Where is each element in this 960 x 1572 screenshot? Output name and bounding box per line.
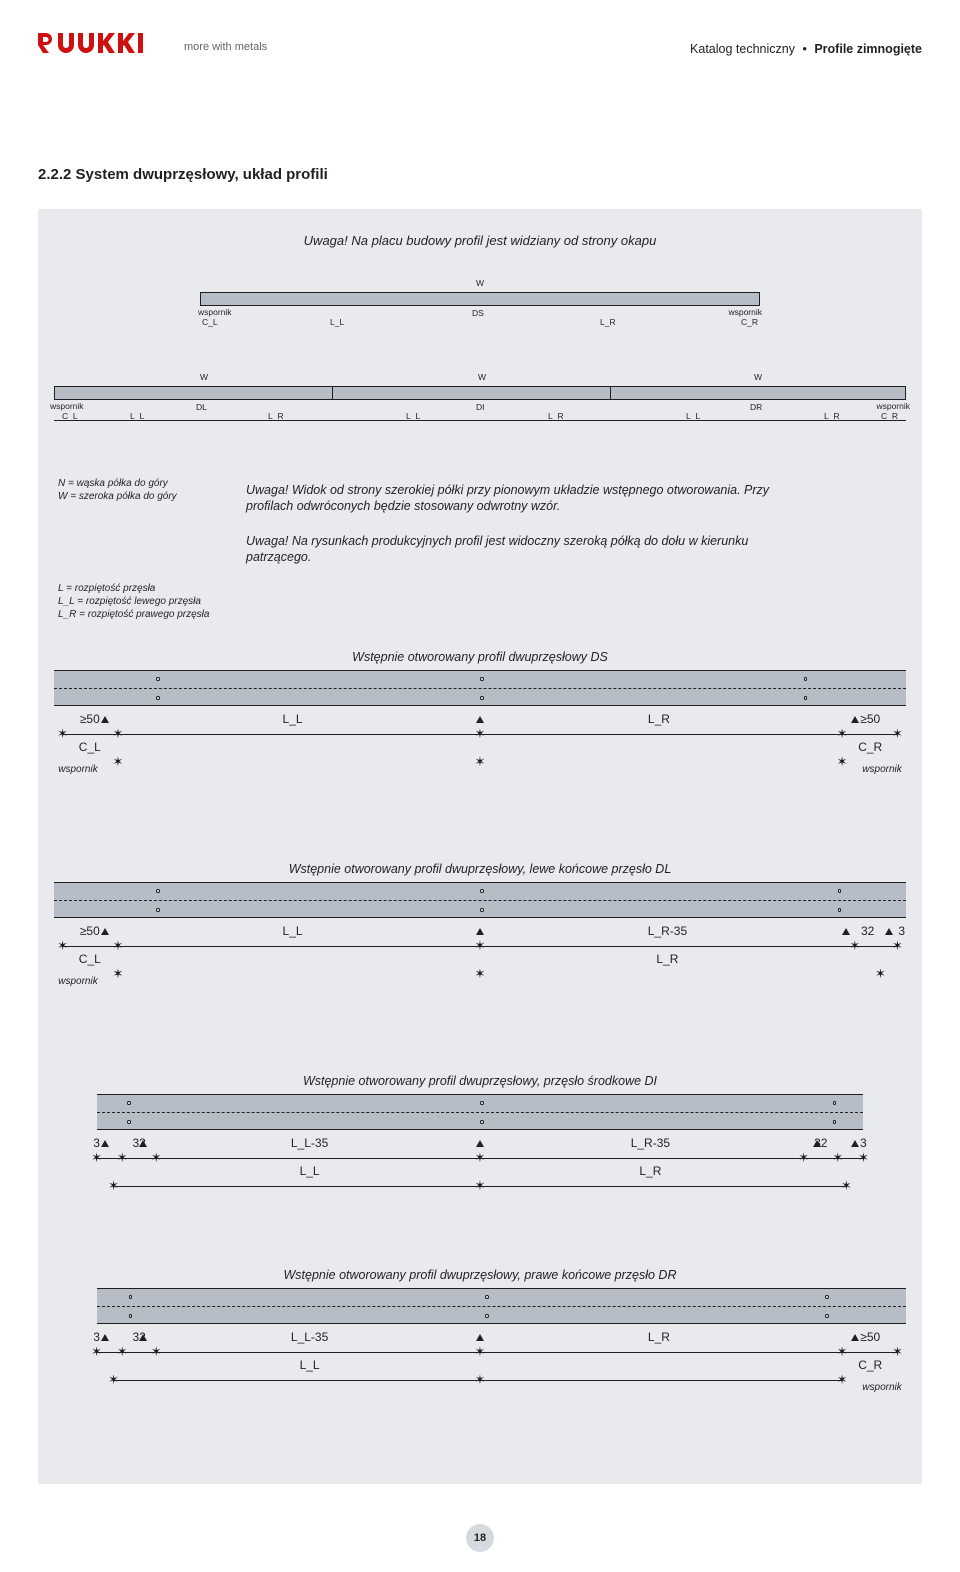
dl-LL: L_L — [283, 924, 303, 938]
profile-ds-title: Wstępnie otworowany profil dwuprzęsłowy … — [54, 650, 906, 664]
label-LR: L_R — [548, 412, 564, 421]
label-wspornik: wspornik — [198, 308, 232, 317]
ds-right-top: ≥50 — [860, 712, 880, 726]
profile-ds: Wstępnie otworowany profil dwuprzęsłowy … — [54, 650, 906, 828]
label-CR: C_R — [881, 412, 898, 421]
label-DL: DL — [196, 402, 207, 412]
di-32-l: 32 — [133, 1136, 146, 1150]
dl-ws-left: wspornik — [58, 976, 97, 987]
profile-di: Wstępnie otworowany profil dwuprzęsłowy,… — [54, 1074, 906, 1234]
label-W: W — [478, 372, 486, 382]
ds-LL: L_L — [283, 712, 303, 726]
dl-LR: L_R — [656, 952, 678, 966]
profile-dl-title: Wstępnie otworowany profil dwuprzęsłowy,… — [54, 862, 906, 876]
di-3-l: 3 — [93, 1136, 100, 1150]
logo-block: more with metals — [38, 30, 267, 56]
page-number: 18 — [466, 1524, 494, 1552]
dr-32: 32 — [133, 1330, 146, 1344]
di-LR: L_R — [639, 1164, 661, 1178]
profile-di-title: Wstępnie otworowany profil dwuprzęsłowy,… — [54, 1074, 906, 1088]
profile-dr-title: Wstępnie otworowany profil dwuprzęsłowy,… — [54, 1268, 906, 1282]
dr-3: 3 — [93, 1330, 100, 1344]
ds-left-bot: C_L — [79, 740, 101, 754]
label-W: W — [754, 372, 762, 382]
label-DI: DI — [476, 402, 485, 412]
di-LL: L_L — [300, 1164, 320, 1178]
ds-ws-left: wspornik — [58, 764, 97, 775]
label-wspornik: wspornik — [50, 402, 84, 411]
header-right: Katalog techniczny • Profile zimnogięte — [690, 42, 922, 56]
dl-left-top: ≥50 — [80, 924, 100, 938]
label-LR: L_R — [824, 412, 840, 421]
profile-dl: Wstępnie otworowany profil dwuprzęsłowy,… — [54, 862, 906, 1040]
dr-ws-right: wspornik — [862, 1382, 901, 1393]
note-mid-1: Uwaga! Widok od strony szerokiej półki p… — [246, 482, 806, 515]
label-CR: C_R — [741, 318, 758, 327]
ds-ws-right: wspornik — [862, 764, 901, 775]
brand-logo — [38, 30, 168, 56]
dr-LL-35: L_L-35 — [291, 1330, 328, 1344]
gray-panel: Uwaga! Na placu budowy profil jest widzi… — [38, 209, 922, 1484]
label-LR: L_R — [268, 412, 284, 421]
label-LL: L_L — [330, 318, 344, 327]
catalog-section: Profile zimnogięte — [814, 42, 922, 56]
page-number-wrap: 18 — [38, 1524, 922, 1552]
profile-dr: Wstępnie otworowany profil dwuprzęsłowy,… — [54, 1268, 906, 1446]
label-W: W — [200, 372, 208, 382]
label-CL: C_L — [202, 318, 218, 327]
definitions: L = rozpiętość przęsła L_L = rozpiętość … — [58, 583, 906, 620]
note-top: Uwaga! Na placu budowy profil jest widzi… — [54, 233, 906, 248]
label-wspornik: wspornik — [728, 308, 762, 317]
def-LR: L_R = rozpiętość prawego przęsła — [58, 609, 906, 620]
label-W: W — [476, 278, 484, 288]
ds-left-top: ≥50 — [80, 712, 100, 726]
catalog-label: Katalog techniczny — [690, 42, 795, 56]
di-3-r: 3 — [860, 1136, 867, 1150]
di-LL-35: L_L-35 — [291, 1136, 328, 1150]
def-L: L = rozpiętość przęsła — [58, 583, 906, 594]
dr-LR: L_R — [648, 1330, 670, 1344]
dr-right-bot: C_R — [858, 1358, 882, 1372]
dl-32: 32 — [861, 924, 874, 938]
note-mid-2: Uwaga! Na rysunkach produkcyjnych profil… — [246, 533, 806, 566]
di-LR-35: L_R-35 — [631, 1136, 670, 1150]
dl-3: 3 — [898, 924, 905, 938]
diagram-ds-top: W DS wspornik C_L L_L L_R wspornik C_R — [200, 278, 760, 338]
label-LL: L_L — [130, 412, 144, 421]
separator: • — [802, 42, 806, 56]
def-LL: L_L = rozpiętość lewego przęsła — [58, 596, 906, 607]
label-LR: L_R — [600, 318, 616, 327]
dl-left-bot: C_L — [79, 952, 101, 966]
diagram-3span: W W W DL DI DR wspornik wspornik C_L L_L… — [54, 372, 906, 472]
di-32-r: 32 — [814, 1136, 827, 1150]
label-CL: C_L — [62, 412, 78, 421]
dr-right-top: ≥50 — [860, 1330, 880, 1344]
tagline: more with metals — [184, 41, 267, 53]
ds-right-bot: C_R — [858, 740, 882, 754]
label-LL: L_L — [406, 412, 420, 421]
dr-LL: L_L — [300, 1358, 320, 1372]
label-DS: DS — [472, 308, 484, 318]
label-wspornik: wspornik — [876, 402, 910, 411]
ds-LR: L_R — [648, 712, 670, 726]
dl-LR-35: L_R-35 — [648, 924, 687, 938]
page-header: more with metals Katalog techniczny • Pr… — [38, 30, 922, 56]
label-LL: L_L — [686, 412, 700, 421]
section-title: 2.2.2 System dwuprzęsłowy, układ profili — [38, 166, 922, 183]
label-DR: DR — [750, 402, 762, 412]
